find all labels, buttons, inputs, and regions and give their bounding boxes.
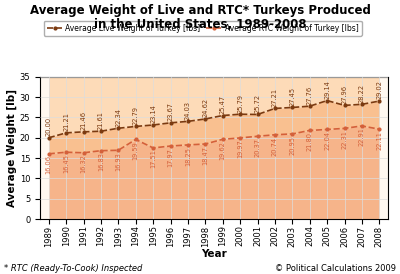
Average RTC Weight of Turkey [lbs]: [186, 143, 190, 147]
Average RTC Weight of Turkey [lbs]: [342, 127, 347, 130]
Average RTC Weight of Turkey [lbs]: [151, 146, 156, 150]
Average Live Weight of Turkey [lbs]: [255, 113, 260, 116]
Text: 23.14: 23.14: [150, 104, 156, 123]
Text: 22.04: 22.04: [324, 131, 330, 150]
Text: 21.46: 21.46: [80, 111, 86, 130]
Text: 16.06: 16.06: [46, 155, 52, 175]
Average RTC Weight of Turkey [lbs]: [307, 129, 312, 132]
Y-axis label: Average Weight [lb]: Average Weight [lb]: [7, 89, 17, 207]
Average RTC Weight of Turkey [lbs]: [168, 144, 173, 148]
Average Live Weight of Turkey [lbs]: [168, 121, 173, 124]
Text: 29.02: 29.02: [376, 81, 382, 99]
Text: 19.97: 19.97: [237, 139, 243, 158]
Text: Average Weight of Live and RTC* Turkeys Produced: Average Weight of Live and RTC* Turkeys …: [30, 4, 370, 17]
Text: 19.59: 19.59: [133, 141, 139, 160]
Text: 20.37: 20.37: [254, 138, 260, 157]
Text: 22.31: 22.31: [342, 130, 348, 149]
Text: 16.93: 16.93: [115, 152, 121, 171]
Text: 27.21: 27.21: [272, 88, 278, 107]
Text: * RTC (Ready-To-Cook) Inspected: * RTC (Ready-To-Cook) Inspected: [4, 264, 142, 273]
Text: 20.00: 20.00: [46, 117, 52, 136]
Average RTC Weight of Turkey [lbs]: [133, 138, 138, 141]
Average Live Weight of Turkey [lbs]: [98, 130, 103, 133]
Average RTC Weight of Turkey [lbs]: [98, 149, 103, 152]
Legend: Average Live Weight of Turkey [lbs], Average RTC Weight of Turkey [lbs]: Average Live Weight of Turkey [lbs], Ave…: [44, 21, 362, 36]
Text: 17.51: 17.51: [150, 150, 156, 169]
Text: 29.14: 29.14: [324, 80, 330, 99]
Average Live Weight of Turkey [lbs]: [81, 130, 86, 133]
Average RTC Weight of Turkey [lbs]: [377, 128, 382, 131]
Average Live Weight of Turkey [lbs]: [290, 106, 295, 109]
Text: 18.47: 18.47: [202, 146, 208, 165]
Average Live Weight of Turkey [lbs]: [342, 104, 347, 107]
Text: 16.83: 16.83: [98, 152, 104, 171]
Text: 22.91: 22.91: [359, 128, 365, 146]
Text: 21.21: 21.21: [63, 112, 69, 131]
Text: 28.22: 28.22: [359, 84, 365, 103]
Text: 25.79: 25.79: [237, 94, 243, 113]
Average RTC Weight of Turkey [lbs]: [81, 151, 86, 155]
Average RTC Weight of Turkey [lbs]: [238, 136, 242, 139]
Text: 20.74: 20.74: [272, 136, 278, 156]
X-axis label: Year: Year: [201, 249, 227, 259]
Average RTC Weight of Turkey [lbs]: [255, 135, 260, 138]
Text: 20.95: 20.95: [289, 136, 295, 155]
Average Live Weight of Turkey [lbs]: [325, 99, 330, 102]
Text: © Political Calculations 2009: © Political Calculations 2009: [275, 264, 396, 273]
Average Live Weight of Turkey [lbs]: [307, 105, 312, 108]
Text: 23.67: 23.67: [168, 102, 174, 121]
Text: 17.97: 17.97: [168, 148, 174, 167]
Text: 27.96: 27.96: [342, 85, 348, 104]
Text: 19.62: 19.62: [220, 141, 226, 160]
Average RTC Weight of Turkey [lbs]: [46, 152, 51, 155]
Average Live Weight of Turkey [lbs]: [116, 127, 121, 130]
Average Live Weight of Turkey [lbs]: [238, 113, 242, 116]
Average RTC Weight of Turkey [lbs]: [272, 133, 277, 136]
Average RTC Weight of Turkey [lbs]: [220, 138, 225, 141]
Average Live Weight of Turkey [lbs]: [151, 123, 156, 127]
Line: Average Live Weight of Turkey [lbs]: Average Live Weight of Turkey [lbs]: [47, 99, 381, 139]
Average Live Weight of Turkey [lbs]: [46, 136, 51, 139]
Average Live Weight of Turkey [lbs]: [377, 99, 382, 103]
Text: 16.32: 16.32: [80, 154, 86, 173]
Text: 27.45: 27.45: [289, 87, 295, 106]
Text: 22.79: 22.79: [133, 106, 139, 125]
Text: 21.80: 21.80: [307, 132, 313, 151]
Average Live Weight of Turkey [lbs]: [360, 103, 364, 106]
Average Live Weight of Turkey [lbs]: [133, 125, 138, 128]
Average RTC Weight of Turkey [lbs]: [360, 124, 364, 128]
Average Live Weight of Turkey [lbs]: [186, 120, 190, 123]
Text: 18.25: 18.25: [185, 147, 191, 165]
Average Live Weight of Turkey [lbs]: [64, 131, 68, 135]
Average RTC Weight of Turkey [lbs]: [64, 151, 68, 154]
Text: 27.76: 27.76: [307, 85, 313, 105]
Average Live Weight of Turkey [lbs]: [203, 117, 208, 121]
Text: in the United States, 1989-2008: in the United States, 1989-2008: [94, 18, 306, 31]
Text: 24.62: 24.62: [202, 98, 208, 117]
Average Live Weight of Turkey [lbs]: [220, 114, 225, 117]
Average RTC Weight of Turkey [lbs]: [325, 128, 330, 131]
Text: 21.61: 21.61: [98, 111, 104, 130]
Average RTC Weight of Turkey [lbs]: [290, 132, 295, 136]
Text: 25.47: 25.47: [220, 95, 226, 114]
Average RTC Weight of Turkey [lbs]: [116, 149, 121, 152]
Text: 16.45: 16.45: [63, 154, 69, 173]
Text: 22.34: 22.34: [115, 108, 121, 127]
Average Live Weight of Turkey [lbs]: [272, 107, 277, 110]
Text: 24.03: 24.03: [185, 101, 191, 120]
Text: 25.72: 25.72: [254, 94, 260, 113]
Line: Average RTC Weight of Turkey [lbs]: Average RTC Weight of Turkey [lbs]: [47, 125, 381, 155]
Text: 22.11: 22.11: [376, 131, 382, 150]
Average RTC Weight of Turkey [lbs]: [203, 142, 208, 146]
